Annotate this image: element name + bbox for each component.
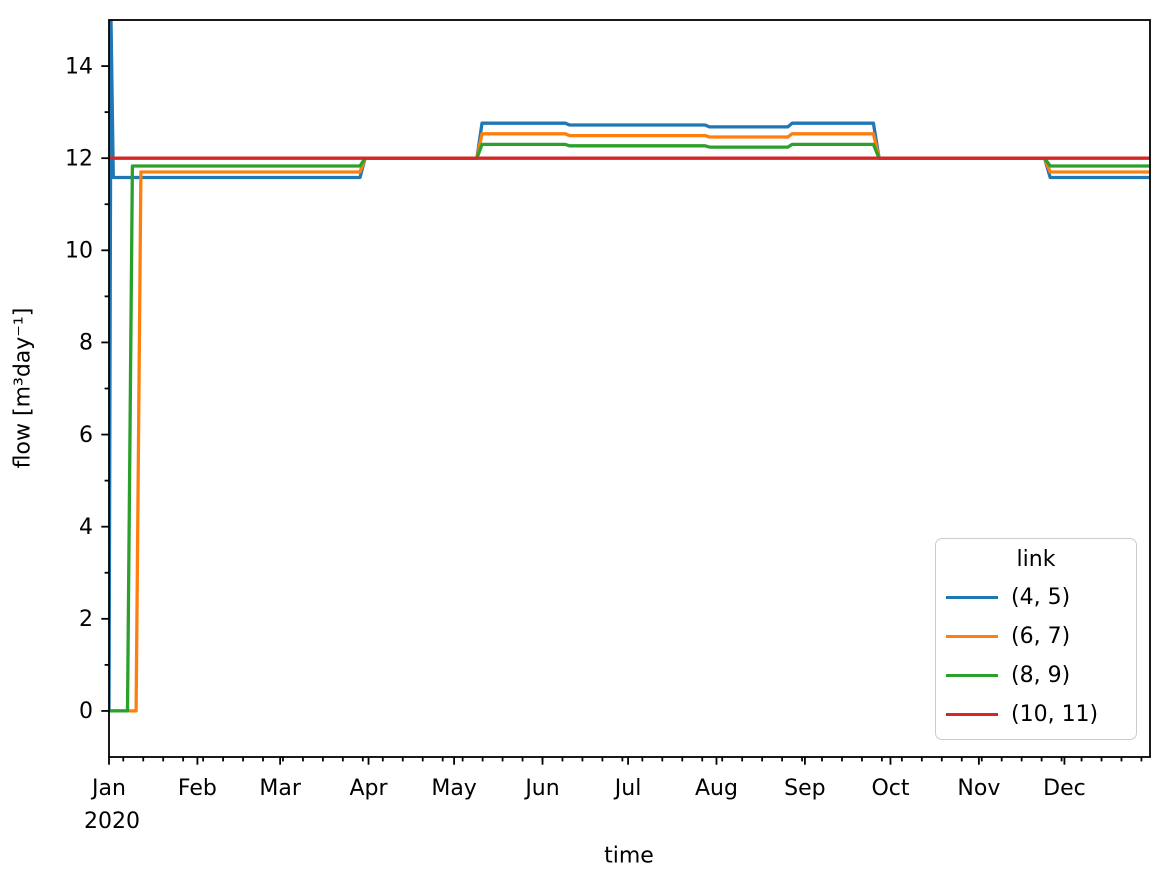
legend-entries: (4, 5) (6, 7) (8, 9) (10, 11): [946, 578, 1126, 734]
legend-swatch-4-5: [946, 595, 998, 600]
y-tick-label-10: 10: [65, 239, 93, 264]
legend: link (4, 5) (6, 7) (8, 9) (10, 11): [935, 538, 1137, 740]
legend-entry-8-9: (8, 9): [946, 656, 1126, 695]
y-tick-label-14: 14: [65, 54, 93, 79]
axis-ticks: [101, 65, 1143, 765]
x-tick-label-Mar: Mar: [259, 776, 301, 801]
legend-swatch-8-9: [946, 673, 998, 678]
legend-swatch-6-7: [946, 634, 998, 639]
x-tick-label-Sep: Sep: [784, 776, 825, 801]
y-tick-label-0: 0: [79, 699, 93, 724]
x-tick-label-Aug: Aug: [695, 776, 738, 801]
x-tick-label-Jun: Jun: [523, 776, 559, 801]
x-tick-label-Oct: Oct: [871, 776, 909, 801]
x-tick-label-Apr: Apr: [350, 776, 389, 801]
y-tick-label-6: 6: [79, 423, 93, 448]
y-tick-label-2: 2: [79, 607, 93, 632]
y-tick-label-12: 12: [65, 146, 93, 171]
legend-swatch-10-11: [946, 712, 998, 717]
x-tick-label-Jan: Jan: [90, 776, 126, 801]
legend-entry-6-7: (6, 7): [946, 617, 1126, 656]
legend-label-10-11: (10, 11): [1011, 702, 1099, 727]
tick-labels: Jan 2020 Feb Mar Apr May Jun Jul Aug Sep Oct Nov Dec…: [65, 54, 1086, 834]
legend-entry-10-11: (10, 11): [946, 695, 1126, 734]
y-axis-label: flow [m³day⁻¹]: [10, 307, 36, 469]
legend-title: link: [1016, 547, 1056, 572]
legend-entry-4-5: (4, 5): [946, 578, 1126, 617]
legend-label-4-5: (4, 5): [1011, 585, 1071, 610]
x-tick-label-Feb: Feb: [178, 776, 217, 801]
y-tick-label-4: 4: [79, 515, 93, 540]
legend-label-8-9: (8, 9): [1011, 663, 1071, 688]
x-axis-label: time: [604, 843, 654, 869]
x-tick-label-May: May: [431, 776, 476, 801]
legend-label-6-7: (6, 7): [1011, 624, 1071, 649]
y-tick-label-8: 8: [79, 331, 93, 356]
series-lines: [109, 20, 1150, 713]
x-tick-label-Dec: Dec: [1043, 776, 1086, 801]
x-tick-label-Nov: Nov: [957, 776, 1000, 801]
x-tick-sublabel-year: 2020: [84, 809, 140, 834]
x-tick-label-Jul: Jul: [613, 776, 642, 801]
